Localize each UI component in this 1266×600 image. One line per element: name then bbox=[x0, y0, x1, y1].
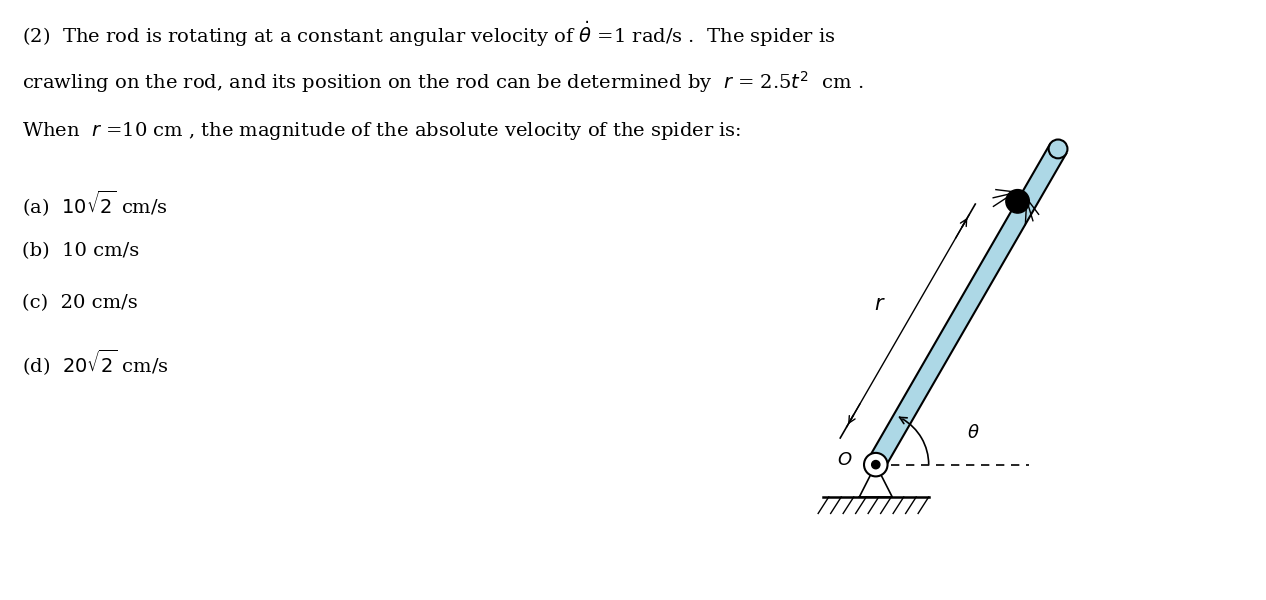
Text: (c)  20 cm/s: (c) 20 cm/s bbox=[22, 294, 137, 312]
Circle shape bbox=[866, 455, 885, 474]
Text: (a)  $10\sqrt{2}$ cm/s: (a) $10\sqrt{2}$ cm/s bbox=[22, 189, 167, 219]
Circle shape bbox=[1006, 190, 1029, 213]
Text: $O$: $O$ bbox=[838, 451, 853, 469]
Circle shape bbox=[863, 453, 887, 476]
Text: When  $r$ =10 cm , the magnitude of the absolute velocity of the spider is:: When $r$ =10 cm , the magnitude of the a… bbox=[22, 120, 741, 142]
Text: crawling on the rod, and its position on the rod can be determined by  $r$ = 2.5: crawling on the rod, and its position on… bbox=[22, 69, 863, 95]
Text: (d)  $20\sqrt{2}$ cm/s: (d) $20\sqrt{2}$ cm/s bbox=[22, 348, 168, 378]
Text: (2)  The rod is rotating at a constant angular velocity of $\dot{\theta}$ =1 rad: (2) The rod is rotating at a constant an… bbox=[22, 19, 834, 49]
Text: $r$: $r$ bbox=[874, 295, 886, 314]
Circle shape bbox=[872, 461, 880, 469]
Text: $\theta$: $\theta$ bbox=[967, 424, 980, 442]
Text: (b)  10 cm/s: (b) 10 cm/s bbox=[22, 242, 139, 260]
Polygon shape bbox=[867, 144, 1066, 469]
Circle shape bbox=[1048, 140, 1067, 158]
